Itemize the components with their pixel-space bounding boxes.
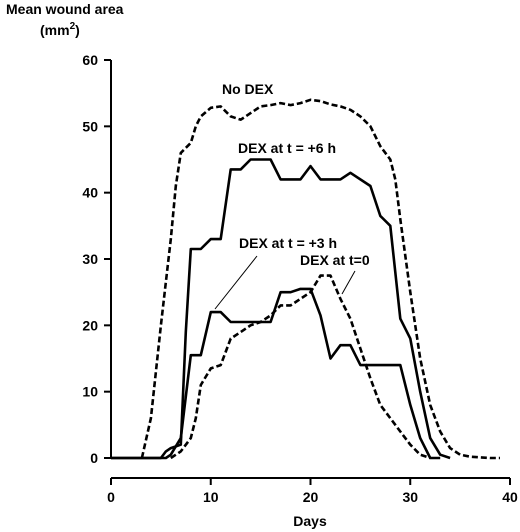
- leader-line-dex-t0: [341, 270, 356, 295]
- x-axis-label: Days: [293, 513, 327, 529]
- series-line-0: [140, 98, 500, 460]
- y-tick-label: 20: [82, 317, 98, 333]
- series-line-2: [111, 287, 441, 460]
- y-tick-label: 50: [82, 118, 98, 134]
- x-tick-label: 0: [107, 489, 115, 505]
- y-tick-label: 0: [90, 450, 98, 466]
- x-tick-label: 10: [203, 489, 219, 505]
- series-line-3: [170, 274, 431, 460]
- y-tick-label: 30: [82, 251, 98, 267]
- series-layer: [111, 98, 500, 460]
- x-axis-ticks: 0 10 20 30 40: [107, 478, 518, 505]
- y-axis-ticks: 0 10 20 30 40 50 60: [82, 52, 111, 466]
- y-axis-label-line2: (mm2): [40, 21, 80, 38]
- x-tick-label: 20: [303, 489, 319, 505]
- y-tick-label: 40: [82, 185, 98, 201]
- y-axis-label-line1: Mean wound area: [6, 1, 124, 17]
- series-line-1: [111, 158, 451, 460]
- y-tick-label: 10: [82, 384, 98, 400]
- leader-line-dex-3h: [214, 255, 258, 310]
- annotation-no-dex: No DEX: [222, 81, 274, 97]
- x-tick-label: 40: [502, 489, 518, 505]
- annotation-dex-6h: DEX at t = +6 h: [238, 140, 336, 156]
- annotation-dex-3h: DEX at t = +3 h: [239, 235, 337, 251]
- y-tick-label: 60: [82, 52, 98, 68]
- annotation-dex-t0: DEX at t=0: [300, 252, 370, 268]
- x-tick-label: 30: [402, 489, 418, 505]
